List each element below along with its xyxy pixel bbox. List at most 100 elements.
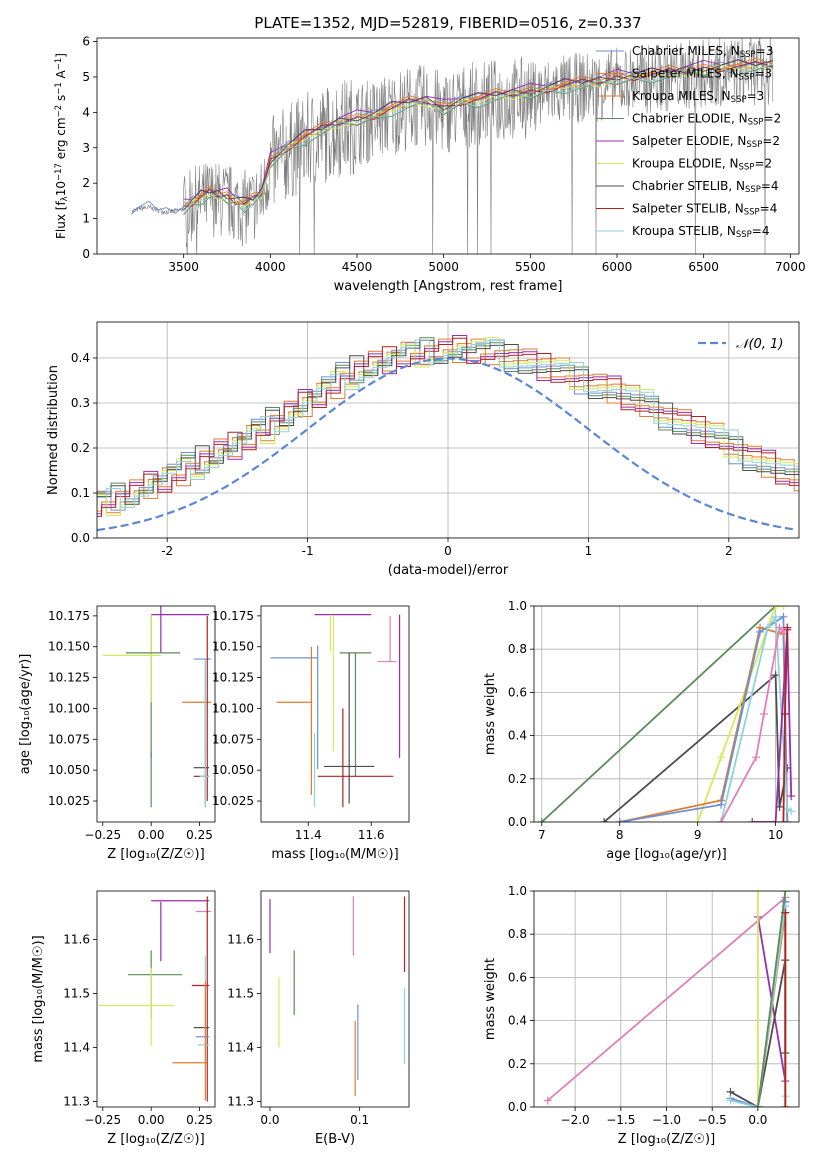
legend-suffix: =4: [760, 202, 778, 216]
y-tick-label: 0.8: [508, 642, 527, 656]
histogram-step: [97, 339, 799, 511]
model-spectrum-line: [183, 58, 774, 204]
x-tick-label: −1.5: [606, 1113, 635, 1127]
axes-frame: [96, 321, 800, 539]
x-tick-label: 0.0: [260, 1113, 279, 1127]
y-tick-label: 0: [82, 247, 90, 261]
x-tick-label: 6500: [688, 260, 719, 274]
x-axis-label: wavelength [Angstrom, rest frame]: [334, 279, 563, 294]
y-tick-label: 10.025: [212, 794, 254, 808]
x-tick-label: −0.25: [84, 828, 121, 842]
y-tick-label: 3: [82, 141, 90, 155]
legend-sub: SSP: [744, 208, 760, 218]
x-tick-label: 9: [694, 828, 702, 842]
histogram-step: [97, 339, 799, 507]
x-tick-label: 0.0: [748, 1113, 767, 1127]
y-tick-label: 0.4: [508, 729, 527, 743]
panel-spectrum: 3500 4000 4500 5000 5500 6000 6500 7000 0 1 2 3 4 5 6 w…: [54, 35, 806, 294]
y-label-part: ]: [54, 53, 68, 58]
y-tick-label: 0.4: [508, 1014, 527, 1028]
x-axis-label: age [log₁₀(age/yr)]: [606, 847, 727, 862]
y-tick-label: 1.0: [508, 884, 527, 898]
panel-age_vs_Z: −0.25 0.00 0.25 10.025 10.050 10.075 10.100 10.…: [18, 605, 216, 862]
legend-sub: SSP: [736, 230, 752, 240]
legend-label: 𝒩(0, 1): [736, 337, 783, 352]
plot-area: [102, 606, 212, 808]
y-tick-label: 0.2: [508, 772, 527, 786]
legend-suffix: =3: [754, 67, 772, 81]
data-point-marker: [748, 818, 757, 822]
data-point-marker: [763, 623, 772, 632]
figure-title: PLATE=1352, MJD=52819, FIBERID=0516, z=0…: [254, 14, 641, 32]
legend-text: Salpeter STELIB, N: [632, 202, 744, 216]
x-tick-label: 11.6: [358, 828, 385, 842]
legend-label: Salpeter MILES, NSSP=3: [632, 67, 772, 83]
x-axis-label: (data-model)/error: [388, 563, 509, 578]
y-axis-label: Flux [fλ10−17 erg cm−2 s−1 A−1]: [54, 53, 70, 239]
histogram-step: [97, 338, 799, 512]
legend-text: Chabrier STELIB, N: [632, 179, 745, 193]
x-axis-label: mass [log₁₀(M/M☉)]: [271, 847, 398, 862]
data-point-marker: [753, 891, 762, 895]
x-tick-label: −1.0: [652, 1113, 681, 1127]
x-axis-label: Z [log₁₀(Z/Z☉)]: [107, 847, 204, 862]
y-tick-label: 5: [82, 70, 90, 84]
legend-sub: SSP: [746, 140, 762, 150]
y-tick-label: 10.025: [48, 794, 90, 808]
y-tick-label: 10.100: [48, 701, 90, 715]
data-point-marker: [787, 807, 796, 816]
y-label-part: λ: [60, 196, 70, 201]
data-point-marker: [783, 818, 792, 822]
axes-frame: [533, 605, 800, 823]
y-tick-label: 10.175: [48, 609, 90, 623]
x-tick-label: −0.25: [84, 1113, 121, 1127]
legend-text: Chabrier MILES, N: [632, 44, 740, 58]
x-tick-label: -2: [161, 544, 173, 558]
legend-text: Kroupa ELODIE, N: [632, 157, 739, 171]
x-tick-label: 6000: [602, 260, 633, 274]
y-axis-label: mass [log₁₀(M/M☉)]: [31, 935, 46, 1062]
x-tick-label: 0.1: [350, 1113, 369, 1127]
y-tick-label: 0.6: [508, 970, 527, 984]
plot-area: [131, 38, 774, 254]
legend-sub: SSP: [748, 118, 764, 128]
series-line: [603, 673, 789, 822]
y-label-part: −17: [54, 163, 64, 181]
y-tick-label: 1.0: [508, 599, 527, 613]
y-label-part: −1: [54, 82, 64, 95]
y-axis-label: mass weight: [483, 673, 498, 755]
legend-sub: SSP: [731, 95, 747, 105]
y-tick-label: 10.050: [48, 763, 90, 777]
y-tick-label: 0.0: [508, 1100, 527, 1114]
x-tick-label: 0.00: [138, 1113, 165, 1127]
histogram-step: [97, 339, 799, 508]
legend-suffix: =3: [756, 44, 774, 58]
y-tick-label: 0.1: [71, 486, 90, 500]
y-tick-label: 11.3: [227, 1095, 254, 1109]
legend-label: Chabrier ELODIE, NSSP=2: [632, 112, 781, 128]
axes-frame: [533, 890, 800, 1108]
panel-mass_vs_ebv: 0.0 0.1 11.3 11.4 11.5 11.6 E(B-V): [227, 890, 410, 1147]
axes-frame: [96, 37, 800, 255]
y-tick-label: 10.050: [212, 763, 254, 777]
x-tick-label: −2.0: [561, 1113, 590, 1127]
data-point-marker: [771, 606, 780, 610]
legend-text: Kroupa STELIB, N: [632, 224, 736, 238]
x-tick-label: 5500: [515, 260, 546, 274]
x-axis-label: E(B-V): [315, 1132, 355, 1147]
model-spectrum-line: [183, 59, 774, 211]
data-point-marker: [693, 818, 702, 822]
data-point-marker: [717, 818, 726, 822]
x-tick-label: 0.25: [186, 1113, 213, 1127]
y-tick-label: 10.150: [212, 640, 254, 654]
legend-text: Kroupa MILES, N: [632, 89, 731, 103]
y-label-part: −1: [54, 58, 64, 71]
histogram-step: [97, 337, 799, 504]
y-label-part: 10: [54, 181, 68, 196]
model-spectrum-line: [183, 64, 774, 210]
y-tick-label: 6: [82, 35, 90, 49]
y-tick-label: 10.100: [212, 701, 254, 715]
y-tick-label: 0.4: [71, 351, 90, 365]
legend-sub: SSP: [745, 185, 761, 195]
y-axis-label: mass weight: [483, 958, 498, 1040]
